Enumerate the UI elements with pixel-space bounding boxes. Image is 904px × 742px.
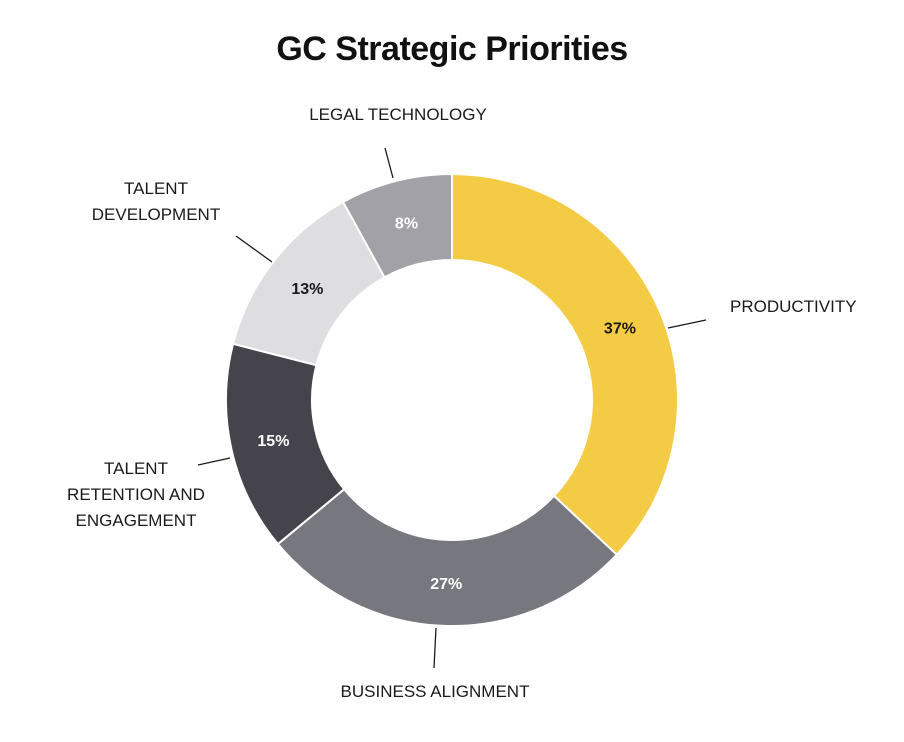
slice-category-label: TALENT DEVELOPMENT — [92, 179, 220, 224]
leader-line — [667, 319, 707, 329]
slice-value-label: 37% — [604, 320, 636, 337]
slice-value-label: 13% — [291, 281, 323, 298]
slice-category-label: PRODUCTIVITY — [730, 297, 857, 316]
donut-slice — [276, 487, 619, 627]
slice-category-label: LEGAL TECHNOLOGY — [309, 105, 487, 124]
leader-line — [384, 147, 394, 179]
chart-title: GC Strategic Priorities — [276, 30, 628, 68]
slice-category-label: TALENT RETENTION AND ENGAGEMENT — [67, 459, 205, 530]
slice-value-label: 27% — [430, 576, 462, 593]
leader-line — [433, 627, 437, 669]
donut-slice — [451, 172, 679, 557]
slice-category-label: BUSINESS ALIGNMENT — [341, 682, 530, 701]
leader-line — [197, 457, 231, 466]
donut-slice — [341, 172, 453, 279]
leader-line — [235, 235, 273, 263]
slice-value-label: 8% — [395, 216, 418, 233]
slice-value-label: 15% — [257, 433, 289, 450]
